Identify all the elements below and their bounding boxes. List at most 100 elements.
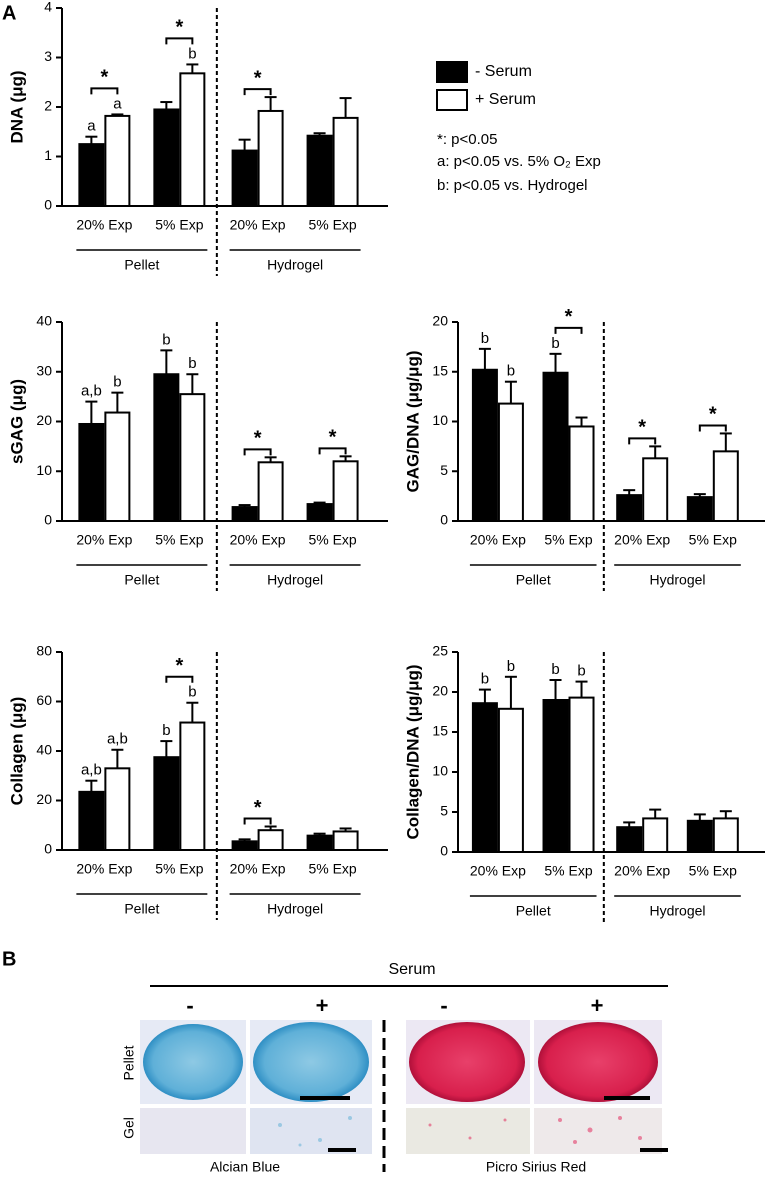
panel-label: B [2,948,16,970]
x-tick-label: 20% Exp [614,532,670,548]
bar [568,696,595,853]
annotation: b [577,663,585,680]
x-tick-label: 5% Exp [155,217,203,233]
group-label: Hydrogel [267,901,323,917]
y-tick-label: 80 [36,643,52,659]
y-axis-label: GAG/DNA (μg/μg) [403,351,422,493]
y-tick-label: 5 [440,803,448,819]
annotation: b [188,684,196,701]
bar [616,826,643,854]
annotation: b [507,658,515,675]
bar [686,496,713,522]
sig-label: * [565,306,573,328]
y-axis-label: sGAG (μg) [7,379,26,464]
x-tick-label: 5% Exp [308,861,356,877]
annotation: a [113,95,122,112]
annotation: b [551,661,559,678]
note: b: p<0.05 vs. Hydrogel [437,177,588,194]
bar [497,402,524,522]
serum-title: Serum [388,961,435,978]
group-label: Hydrogel [649,572,705,588]
annotation: a,b [81,383,102,400]
y-tick-label: 4 [44,0,52,15]
y-tick-label: 30 [36,362,52,378]
annotation: b [162,331,170,348]
bar [231,840,258,852]
bar [153,108,180,207]
sig-label: * [100,67,108,89]
bar [231,506,258,523]
x-tick-label: 5% Exp [155,861,203,877]
annotation: b [481,330,489,347]
x-tick-label: 5% Exp [544,532,592,548]
y-tick-label: 0 [440,512,448,528]
x-tick-label: 5% Exp [308,532,356,548]
sig-label: * [329,427,337,449]
sign: + [316,993,329,1018]
panel-label: A [2,2,16,24]
sig-label: * [709,404,717,426]
group-label: Hydrogel [267,572,323,588]
sig-label: * [175,17,183,39]
sig-label: * [254,797,262,819]
bar [542,699,569,853]
bar [179,72,206,207]
x-tick-label: 20% Exp [76,217,132,233]
annotation: b [551,335,559,352]
bar [306,503,333,522]
y-axis-label: DNA (μg) [7,70,26,143]
sign: - [440,993,447,1018]
x-tick-label: 5% Exp [155,532,203,548]
x-tick-label: 5% Exp [689,532,737,548]
sig-bracket [318,447,347,455]
bar [104,114,131,207]
bar [257,461,284,523]
y-tick-label: 0 [44,841,52,857]
annotation: b [113,374,121,391]
sig-label: * [638,417,646,439]
sig-bracket [243,88,272,96]
bar [179,721,206,851]
bar [642,817,669,854]
bar [104,411,131,523]
annotation: a [87,118,96,135]
bar [153,373,180,522]
y-tick-label: 25 [432,643,448,659]
bar [712,817,739,854]
bar [686,819,713,853]
bar [332,460,359,522]
bar [78,422,105,522]
sig-bracket [698,424,727,432]
y-tick-label: 3 [44,48,52,64]
y-tick-label: 2 [44,98,52,114]
y-tick-label: 20 [36,412,52,428]
annotation: a,b [107,731,128,748]
note: *: p<0.05 [437,131,497,148]
group-label: Pellet [124,257,159,273]
x-tick-label: 20% Exp [76,861,132,877]
annotation: b [188,45,196,62]
bar [616,494,643,523]
y-tick-label: 0 [440,843,448,859]
y-axis-label: Collagen (μg) [7,697,26,806]
group-label: Pellet [516,572,551,588]
micrographs [140,1020,668,1172]
bar [153,756,180,851]
sig-bracket [554,326,583,334]
x-tick-label: 20% Exp [470,532,526,548]
sign: - [186,993,193,1018]
row-label: Gel [121,1117,137,1139]
y-tick-label: 20 [36,791,52,807]
y-tick-label: 0 [44,197,52,213]
y-tick-label: 15 [432,362,448,378]
bar [78,790,105,852]
y-tick-label: 40 [36,313,52,329]
annotation: b [188,355,196,372]
group-label: Hydrogel [649,903,705,919]
bar [542,371,569,522]
bar [179,393,206,523]
sig-bracket [90,87,119,95]
y-tick-label: 5 [440,462,448,478]
sig-bracket [628,437,657,445]
